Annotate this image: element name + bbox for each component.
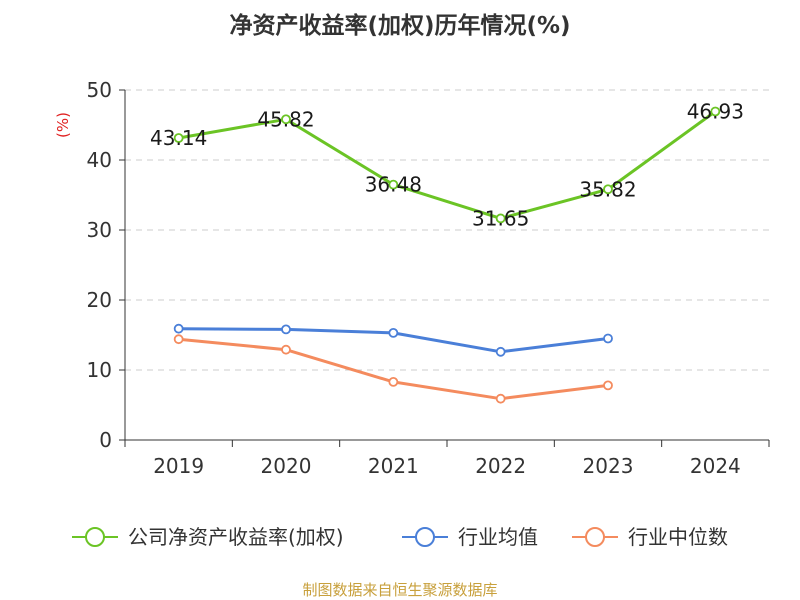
point-s1-2020 — [281, 324, 291, 335]
legend-label-1: 行业均值 — [458, 525, 538, 549]
axes: 0 10 20 30 40 50 2019 2020 2021 2022 2023 2024 — [87, 78, 770, 478]
legend-marker-0 — [85, 527, 105, 547]
point-s2-2022 — [495, 393, 506, 404]
point-s1-2022 — [495, 346, 506, 357]
point-s1-2023 — [603, 333, 613, 344]
y-tick-label-20: 20 — [87, 288, 112, 312]
data-label-2023: 35.82 — [579, 177, 636, 201]
data-label-2020: 45.82 — [257, 107, 314, 131]
point-s0-2022 — [495, 213, 506, 224]
legend-item-2[interactable]: 行业中位数 — [572, 525, 728, 549]
legend-marker-1 — [415, 527, 435, 547]
data-label-2019: 43.14 — [150, 126, 207, 150]
y-tick-label-30: 30 — [87, 218, 112, 242]
series-line-0 — [177, 110, 717, 220]
legend-item-1[interactable]: 行业均值 — [402, 525, 538, 549]
source-note: 制图数据来自恒生聚源数据库 — [302, 581, 497, 599]
y-tick-label-40: 40 — [87, 148, 112, 172]
point-s0-2020 — [281, 114, 291, 125]
legend[interactable]: 公司净资产收益率(加权) 行业均值 行业中位数 — [72, 525, 728, 549]
point-s0-2019 — [173, 133, 184, 143]
x-tick-label-2024: 2024 — [690, 454, 741, 478]
gridlines — [125, 89, 769, 371]
x-tick-label-2023: 2023 — [583, 454, 634, 478]
y-tick-label-50: 50 — [87, 78, 112, 102]
data-labels: 43.14 45.82 36.48 31.65 35.82 46.93 — [150, 99, 744, 230]
legend-item-0[interactable]: 公司净资产收益率(加权) — [72, 525, 344, 549]
legend-marker-2 — [585, 527, 605, 547]
series-layer — [173, 106, 721, 404]
point-s0-2023 — [603, 184, 613, 195]
point-s1-2019 — [173, 323, 184, 334]
y-tick-label-10: 10 — [87, 358, 112, 382]
legend-label-0: 公司净资产收益率(加权) — [128, 525, 344, 549]
y-axis-unit: (%) — [54, 112, 72, 138]
x-tick-label-2020: 2020 — [261, 454, 312, 478]
series-line-2 — [177, 337, 610, 401]
point-s2-2019 — [173, 334, 184, 345]
x-tick-label-2019: 2019 — [153, 454, 204, 478]
point-s1-2021 — [388, 327, 399, 338]
legend-label-2: 行业中位数 — [628, 525, 728, 549]
chart-title: 净资产收益率(加权)历年情况(%) — [229, 12, 570, 39]
point-s2-2020 — [281, 344, 291, 355]
data-label-2024: 46.93 — [687, 99, 744, 123]
point-s2-2023 — [603, 380, 613, 391]
data-label-2021: 36.48 — [365, 173, 422, 197]
y-tick-label-0: 0 — [99, 428, 112, 452]
point-s0-2021 — [388, 179, 399, 190]
x-tick-label-2021: 2021 — [368, 454, 419, 478]
x-tick-label-2022: 2022 — [475, 454, 526, 478]
point-s0-2024 — [710, 106, 721, 117]
point-s2-2021 — [388, 376, 399, 387]
data-label-2022: 31.65 — [472, 206, 529, 230]
